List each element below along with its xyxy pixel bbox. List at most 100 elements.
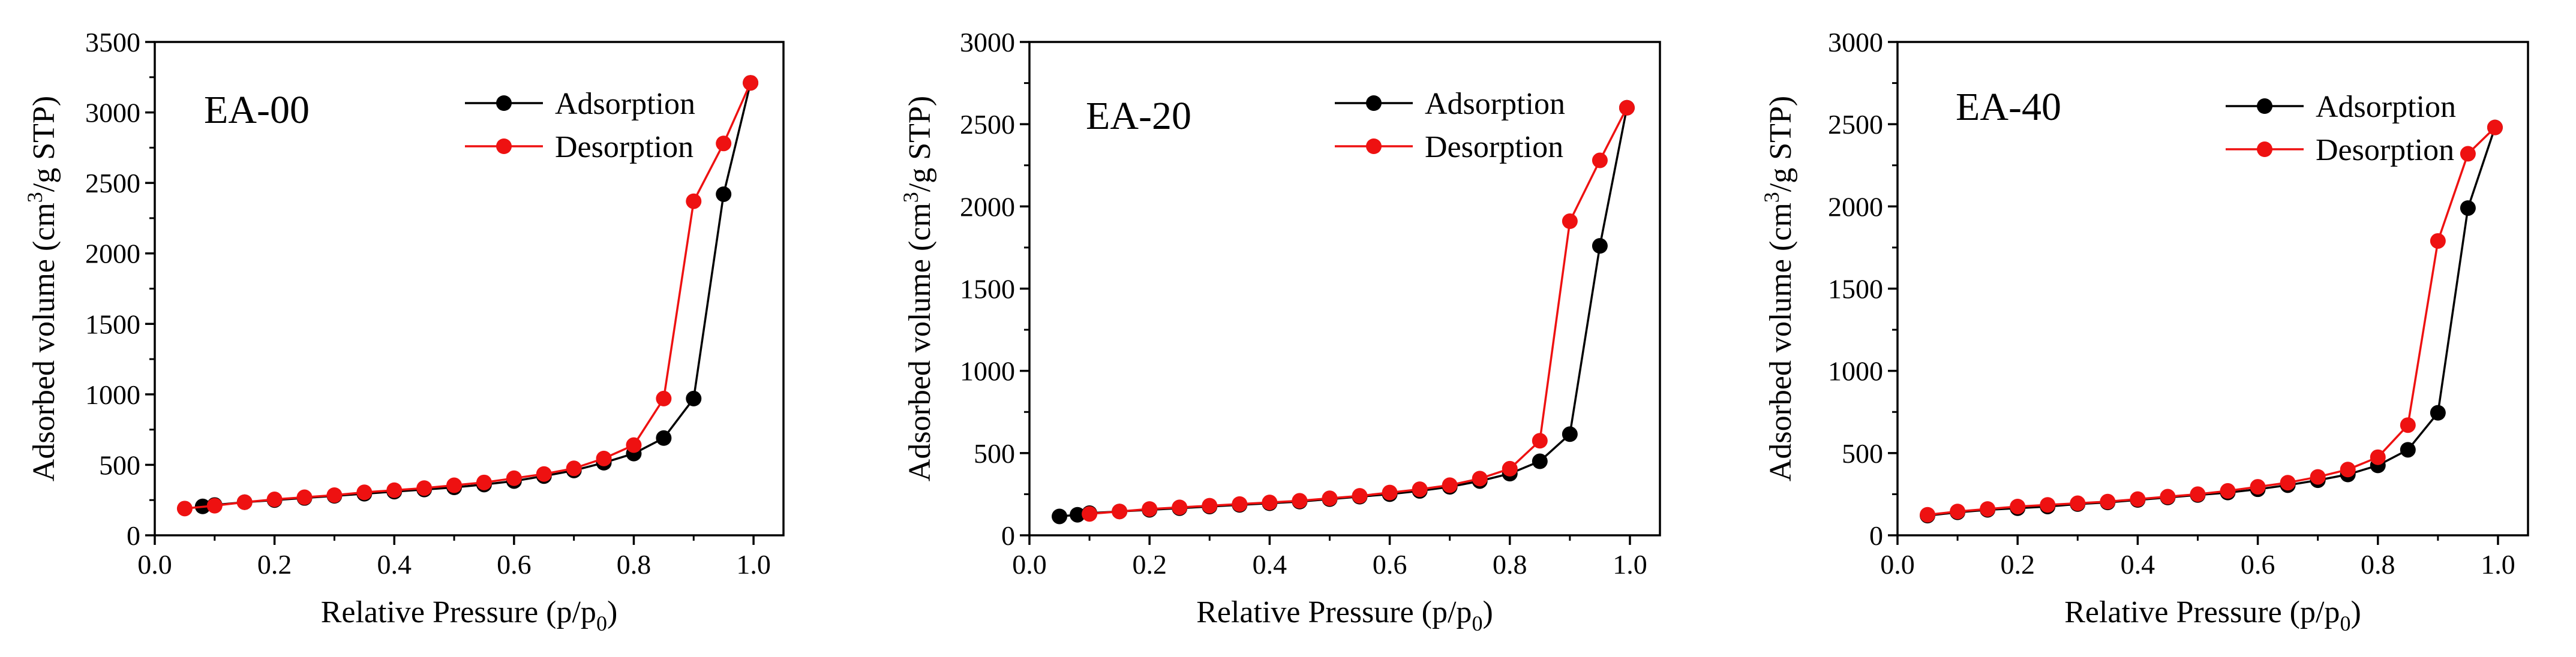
x-tick-label: 0.4 xyxy=(2121,549,2155,580)
y-tick-label: 0 xyxy=(1869,520,1883,551)
y-axis-title: Adsorbed volume (cm3/g STP) xyxy=(1760,96,1798,481)
x-tick-label: 0.2 xyxy=(2000,549,2035,580)
x-tick-label: 0.0 xyxy=(1880,549,1915,580)
y-tick-label: 1500 xyxy=(1828,274,1883,305)
desorption-point xyxy=(2280,475,2296,491)
y-axis-title: Adsorbed volume (cm3/g STP) xyxy=(23,96,61,481)
desorption-point xyxy=(536,466,552,482)
adsorption-point xyxy=(2400,442,2416,458)
desorption-point xyxy=(416,480,433,496)
desorption-point xyxy=(1442,477,1458,493)
x-axis-title-subscript: 0 xyxy=(596,611,607,635)
legend-label: Adsorption xyxy=(555,87,695,121)
x-tick-label: 0.0 xyxy=(1012,549,1047,580)
desorption-point xyxy=(2040,497,2056,513)
x-tick-label: 0.2 xyxy=(1132,549,1167,580)
x-tick-label: 1.0 xyxy=(736,549,771,580)
y-tick-label: 2000 xyxy=(85,239,140,269)
desorption-point xyxy=(1262,495,1278,511)
desorption-point xyxy=(1412,481,1428,498)
chart-panel-ea-40: 0.0 0.2 0.4 0.6 0.8 1.00500100015002000250030… xyxy=(1760,27,2529,635)
x-axis-title-close: ) xyxy=(1482,595,1493,629)
legend-label: Desorption xyxy=(1425,130,1563,164)
chart-panel-ea-00: 0.0 0.2 0.4 0.6 0.8 1.00500100015002000250030… xyxy=(23,27,785,635)
desorption-point xyxy=(743,75,759,91)
desorption-point xyxy=(1382,484,1398,501)
legend-marker xyxy=(496,95,512,111)
desorption-point xyxy=(2487,119,2503,135)
y-tick-label: 3000 xyxy=(85,98,140,128)
adsorption-line xyxy=(1927,127,2496,517)
y-tick-label: 500 xyxy=(974,438,1015,469)
legend-marker xyxy=(1366,95,1382,111)
legend-marker xyxy=(496,138,512,154)
panel-label: EA-40 xyxy=(1956,85,2061,129)
desorption-point xyxy=(566,460,582,477)
desorption-point xyxy=(1472,471,1488,487)
y-tick-label: 0 xyxy=(127,520,140,551)
adsorption-point xyxy=(716,186,732,202)
x-tick-label: 0.4 xyxy=(1253,549,1287,580)
desorption-point xyxy=(2160,489,2176,505)
y-axis-title-rest: /g STP) xyxy=(1764,96,1798,192)
desorption-point xyxy=(2340,462,2356,478)
legend-marker xyxy=(1366,138,1382,154)
desorption-point xyxy=(1502,460,1518,477)
desorption-point xyxy=(2010,498,2026,514)
y-tick-label: 3500 xyxy=(85,27,140,58)
panel-label: EA-00 xyxy=(204,88,310,132)
y-tick-label: 2000 xyxy=(1828,191,1883,222)
legend-item-adsorption: Adsorption xyxy=(2226,90,2456,124)
y-axis-title: Adsorbed volume (cm3/g STP) xyxy=(899,96,937,481)
adsorption-point xyxy=(1532,453,1548,469)
desorption-point xyxy=(686,193,702,209)
desorption-point xyxy=(446,477,463,493)
x-axis-title-main: Relative Pressure (p/p xyxy=(1196,595,1472,629)
desorption-point xyxy=(1532,433,1548,449)
desorption-point xyxy=(296,489,313,505)
desorption-point xyxy=(1082,506,1098,522)
desorption-point xyxy=(206,498,223,514)
desorption-point xyxy=(2370,449,2386,465)
desorption-point xyxy=(1950,504,1966,520)
y-tick-label: 1000 xyxy=(960,356,1015,387)
y-axis-title-main: Adsorbed volume (cm xyxy=(903,203,937,481)
desorption-point xyxy=(2400,417,2416,433)
x-tick-label: 0.8 xyxy=(2361,549,2395,580)
desorption-point xyxy=(1562,213,1578,230)
desorption-point xyxy=(386,482,403,498)
y-axis-title-rest: /g STP) xyxy=(27,96,61,192)
legend-label: Desorption xyxy=(555,130,693,164)
x-tick-label: 0.6 xyxy=(2241,549,2275,580)
desorption-point xyxy=(1980,501,1996,517)
adsorption-point xyxy=(1070,507,1086,523)
y-tick-label: 1000 xyxy=(85,379,140,410)
desorption-point xyxy=(1292,493,1308,509)
adsorption-point xyxy=(1592,238,1608,254)
adsorption-point xyxy=(2430,405,2446,421)
y-tick-label: 2000 xyxy=(960,191,1015,222)
legend-item-desorption: Desorption xyxy=(465,130,693,164)
desorption-point xyxy=(1619,100,1635,116)
y-tick-label: 500 xyxy=(1842,438,1883,469)
y-axis-title-superscript: 3 xyxy=(23,192,47,203)
desorption-point xyxy=(2310,469,2326,485)
x-tick-label: 1.0 xyxy=(2481,549,2515,580)
x-tick-label: 0.8 xyxy=(617,549,651,580)
y-tick-label: 3000 xyxy=(1828,27,1883,58)
desorption-point xyxy=(2430,233,2446,249)
x-tick-label: 1.0 xyxy=(1613,549,1647,580)
desorption-point xyxy=(506,470,522,486)
y-axis-title-main: Adsorbed volume (cm xyxy=(27,203,61,481)
legend-label: Desorption xyxy=(2316,133,2454,167)
desorption-point xyxy=(1202,498,1218,514)
desorption-point xyxy=(1920,507,1936,523)
y-tick-label: 2500 xyxy=(960,109,1015,140)
adsorption-point xyxy=(1562,426,1578,442)
chart-panel-ea-20: 0.0 0.2 0.4 0.6 0.8 1.00500100015002000250030… xyxy=(899,27,1661,635)
desorption-point xyxy=(626,437,642,453)
desorption-point xyxy=(1112,504,1128,520)
x-tick-label: 0.8 xyxy=(1493,549,1527,580)
y-tick-label: 3000 xyxy=(960,27,1015,58)
